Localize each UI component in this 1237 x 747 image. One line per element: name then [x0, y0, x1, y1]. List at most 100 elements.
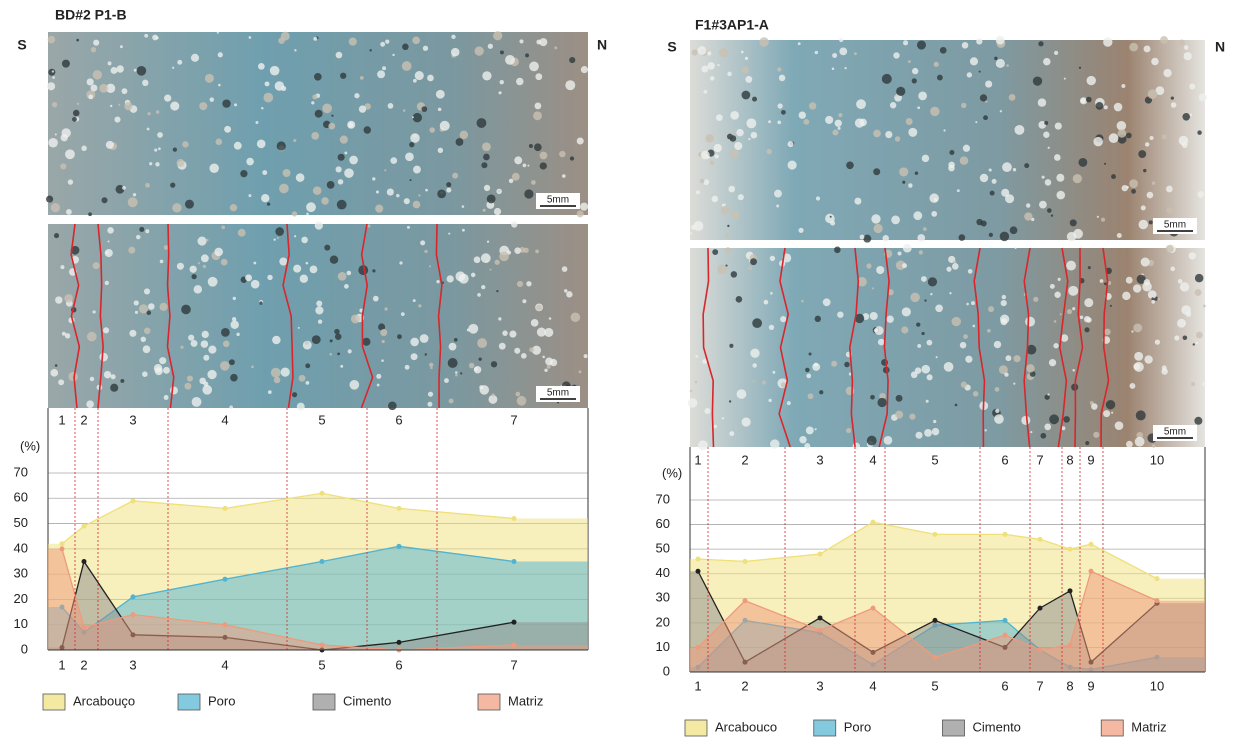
grain: [958, 234, 966, 241]
grain: [498, 342, 506, 350]
grain: [1151, 444, 1156, 448]
grain: [48, 68, 56, 76]
grain: [576, 210, 584, 218]
data-point: [932, 531, 938, 537]
zone-label-bottom: 5: [318, 657, 325, 672]
grain: [995, 35, 1005, 45]
grain: [306, 212, 309, 216]
grain: [931, 211, 938, 217]
grain: [122, 186, 126, 190]
grain: [251, 365, 254, 369]
grain: [1111, 411, 1114, 414]
zone-label-bottom: 3: [129, 657, 136, 672]
grain: [536, 304, 543, 311]
grain: [375, 204, 384, 213]
grain: [1063, 77, 1066, 80]
grain: [877, 338, 885, 346]
grain: [837, 311, 844, 318]
grain: [1194, 273, 1204, 283]
zone-boundary-trace: [97, 223, 104, 409]
zone-boundary-trace: [166, 223, 175, 409]
grain: [482, 208, 486, 212]
series-area: [62, 548, 514, 650]
grain: [885, 130, 893, 139]
grain: [893, 52, 900, 59]
grain: [172, 66, 175, 69]
grain: [1025, 316, 1036, 327]
grain: [871, 214, 881, 224]
grain: [455, 373, 458, 377]
grain: [819, 390, 824, 395]
grain: [961, 42, 969, 49]
grain: [511, 172, 520, 181]
grain: [1001, 294, 1007, 300]
grain: [908, 127, 918, 137]
grain: [1104, 162, 1107, 165]
y-tick-label: 60: [14, 490, 28, 505]
grain: [1165, 244, 1174, 253]
grain: [295, 173, 305, 182]
grain: [797, 42, 801, 46]
grain: [478, 357, 482, 361]
grain: [583, 354, 588, 359]
grain: [444, 378, 449, 383]
grain: [831, 67, 835, 71]
grain: [831, 360, 838, 367]
grain: [1047, 146, 1050, 149]
legend-swatch: [177, 693, 201, 711]
grain: [90, 84, 98, 92]
grain: [375, 190, 380, 194]
grain: [324, 244, 331, 251]
grain: [718, 48, 729, 58]
grain: [458, 273, 469, 284]
zone-label-top: 4: [221, 412, 228, 427]
grain: [209, 163, 219, 173]
grain: [437, 107, 442, 112]
grain: [949, 149, 955, 156]
grain: [799, 436, 807, 444]
grain: [805, 426, 814, 435]
grain: [344, 151, 348, 155]
grain: [224, 125, 232, 133]
grain: [208, 345, 217, 354]
grain: [780, 316, 787, 323]
grain: [1008, 94, 1016, 101]
grain: [418, 194, 421, 197]
grain: [1043, 131, 1050, 138]
grain: [1161, 134, 1167, 140]
grain: [1140, 257, 1150, 267]
grain: [1161, 368, 1168, 375]
grain: [215, 138, 223, 146]
grain: [744, 56, 749, 61]
grain: [1093, 136, 1103, 147]
grain: [966, 72, 973, 78]
grain: [936, 74, 943, 81]
legend-label: Arcabouco: [715, 719, 777, 734]
grain: [132, 193, 137, 197]
grain: [1105, 399, 1116, 410]
grain: [493, 31, 503, 41]
data-point: [81, 624, 87, 630]
grain: [68, 371, 78, 382]
grain: [1013, 382, 1016, 385]
grain: [448, 232, 451, 235]
grain: [313, 36, 318, 41]
grain: [1183, 52, 1192, 61]
grain: [902, 263, 908, 269]
grain: [1116, 233, 1122, 239]
grain: [770, 291, 773, 295]
grain: [428, 265, 431, 268]
y-tick-label: 50: [14, 515, 28, 530]
grain: [1189, 83, 1196, 90]
grain: [870, 394, 875, 400]
grain: [741, 66, 749, 74]
grain: [321, 197, 329, 205]
grain: [1072, 369, 1075, 372]
grain: [935, 304, 943, 313]
grain: [483, 184, 491, 192]
grain: [931, 427, 940, 436]
grain: [1024, 163, 1030, 169]
grain: [90, 46, 97, 53]
grain: [987, 328, 991, 333]
grain: [952, 263, 959, 270]
